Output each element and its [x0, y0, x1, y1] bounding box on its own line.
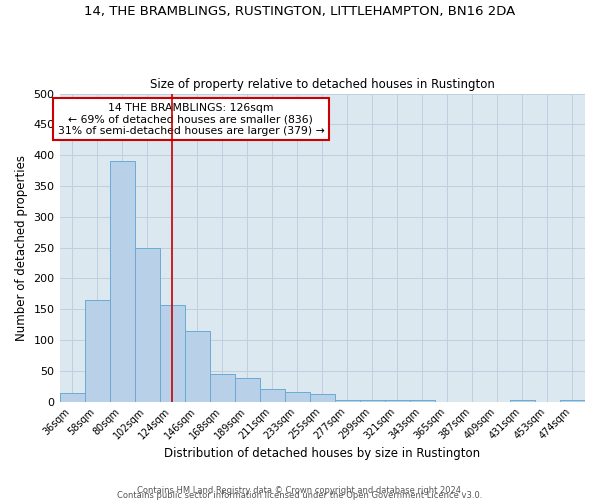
Bar [260, 390, 285, 402]
Text: Contains HM Land Registry data © Crown copyright and database right 2024.: Contains HM Land Registry data © Crown c… [137, 486, 463, 495]
Title: Size of property relative to detached houses in Rustington: Size of property relative to detached ho… [150, 78, 495, 91]
Bar [510, 400, 535, 402]
Text: 14 THE BRAMBLINGS: 126sqm
← 69% of detached houses are smaller (836)
31% of semi: 14 THE BRAMBLINGS: 126sqm ← 69% of detac… [58, 103, 324, 136]
Bar [410, 400, 435, 402]
Bar [560, 400, 585, 402]
Bar [385, 400, 410, 402]
Bar [335, 400, 360, 402]
Bar [360, 400, 385, 402]
Bar [209, 374, 235, 402]
Bar [110, 162, 134, 402]
Bar [285, 392, 310, 402]
Bar [185, 330, 209, 402]
Bar [59, 393, 85, 402]
Bar [310, 394, 335, 402]
Bar [235, 378, 260, 402]
Bar [85, 300, 110, 402]
X-axis label: Distribution of detached houses by size in Rustington: Distribution of detached houses by size … [164, 447, 481, 460]
Y-axis label: Number of detached properties: Number of detached properties [15, 154, 28, 340]
Bar [160, 305, 185, 402]
Bar [134, 248, 160, 402]
Text: 14, THE BRAMBLINGS, RUSTINGTON, LITTLEHAMPTON, BN16 2DA: 14, THE BRAMBLINGS, RUSTINGTON, LITTLEHA… [85, 5, 515, 18]
Text: Contains public sector information licensed under the Open Government Licence v3: Contains public sector information licen… [118, 491, 482, 500]
